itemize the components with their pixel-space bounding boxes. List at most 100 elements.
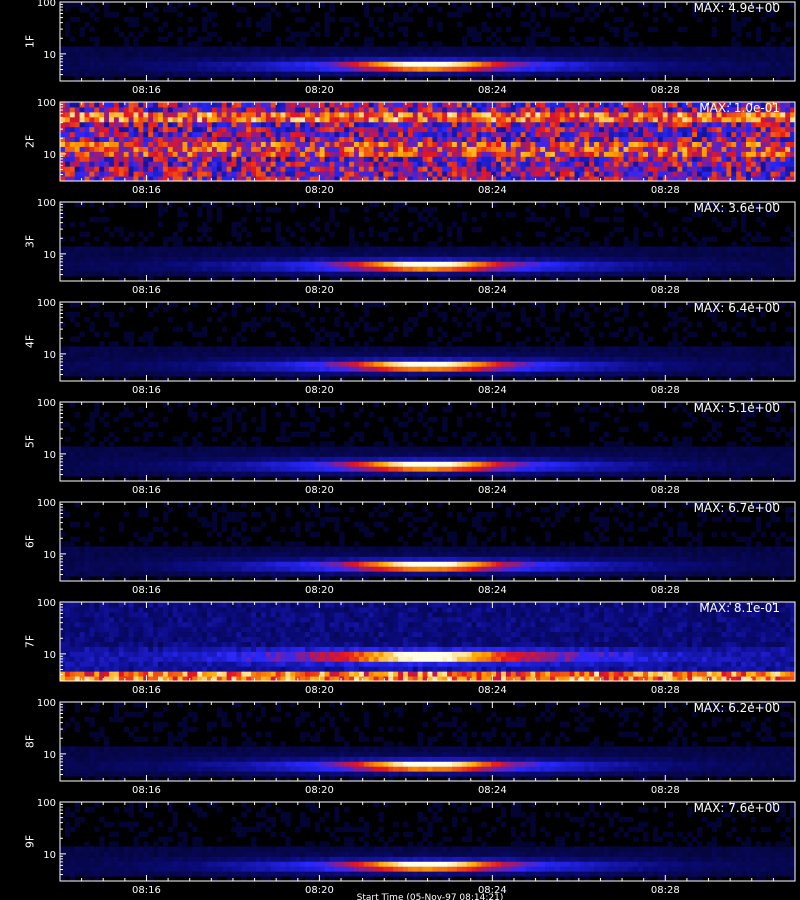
heatmap-cell bbox=[64, 246, 71, 252]
heatmap-cell bbox=[368, 121, 374, 128]
heatmap-cell bbox=[344, 16, 350, 23]
heatmap-cell bbox=[760, 61, 766, 67]
heatmap-cell bbox=[496, 271, 502, 277]
heatmap-cell bbox=[202, 171, 208, 177]
heatmap-cell bbox=[363, 76, 370, 82]
heatmap-cell bbox=[437, 176, 443, 182]
heatmap-cell bbox=[564, 251, 570, 257]
heatmap-cell bbox=[123, 236, 129, 242]
heatmap-cell bbox=[603, 131, 610, 138]
heatmap-cell bbox=[535, 121, 541, 128]
heatmap-cell bbox=[711, 131, 717, 138]
heatmap-cell bbox=[755, 102, 762, 108]
heatmap-cell bbox=[721, 266, 727, 272]
heatmap-cell bbox=[368, 136, 374, 142]
heatmap-cell bbox=[128, 136, 134, 142]
heatmap-cell bbox=[109, 171, 115, 177]
heatmap-cell bbox=[192, 161, 198, 167]
heatmap-cell bbox=[584, 266, 590, 272]
heatmap-cell bbox=[349, 126, 355, 133]
heatmap-cell bbox=[99, 61, 105, 67]
heatmap-cell bbox=[187, 246, 193, 252]
heatmap-cell bbox=[123, 156, 129, 162]
heatmap-cell bbox=[594, 61, 600, 67]
heatmap-cell bbox=[167, 246, 174, 252]
heatmap-cell bbox=[187, 126, 193, 133]
heatmap-cell bbox=[481, 151, 487, 157]
heatmap-cell bbox=[354, 111, 360, 118]
heatmap-cell bbox=[128, 231, 134, 238]
heatmap-cell bbox=[211, 131, 218, 138]
heatmap-cell bbox=[741, 106, 747, 113]
heatmap-cell bbox=[407, 176, 414, 182]
heatmap-cell bbox=[143, 261, 149, 267]
heatmap-cell bbox=[682, 61, 688, 67]
heatmap-cell bbox=[393, 161, 399, 167]
heatmap-cell bbox=[118, 76, 125, 82]
heatmap-cell bbox=[564, 111, 570, 118]
heatmap-cell bbox=[775, 26, 781, 33]
heatmap-cell bbox=[177, 131, 183, 138]
heatmap-cell bbox=[687, 46, 693, 52]
heatmap-cell bbox=[550, 271, 556, 277]
heatmap-cell bbox=[280, 246, 286, 252]
heatmap-cell bbox=[603, 51, 610, 57]
heatmap-cell bbox=[182, 256, 188, 262]
heatmap-cell bbox=[187, 146, 193, 152]
heatmap-cell bbox=[746, 141, 752, 147]
heatmap-cell bbox=[275, 246, 281, 252]
heatmap-cell bbox=[643, 151, 649, 157]
heatmap-cell bbox=[638, 116, 644, 123]
heatmap-cell bbox=[373, 106, 379, 113]
heatmap-cell bbox=[554, 146, 561, 152]
heatmap-cell bbox=[84, 171, 90, 177]
heatmap-cell bbox=[383, 111, 389, 118]
heatmap-cell bbox=[373, 246, 379, 252]
heatmap-cell bbox=[69, 156, 76, 162]
heatmap-cell bbox=[319, 266, 325, 272]
heatmap-cell bbox=[618, 151, 624, 157]
heatmap-cell bbox=[388, 266, 394, 272]
heatmap-cell bbox=[172, 102, 178, 108]
heatmap-cell bbox=[422, 171, 428, 177]
heatmap-cell bbox=[113, 271, 120, 277]
heatmap-cell bbox=[643, 46, 649, 52]
heatmap-cell bbox=[388, 151, 394, 157]
heatmap-cell bbox=[334, 261, 340, 267]
heatmap-cell bbox=[123, 151, 129, 157]
heatmap-cell bbox=[334, 121, 340, 128]
heatmap-cell bbox=[412, 116, 419, 123]
heatmap-cell bbox=[628, 246, 634, 252]
heatmap-cell bbox=[256, 71, 262, 77]
heatmap-cell bbox=[403, 61, 409, 67]
heatmap-cell bbox=[99, 256, 105, 262]
heatmap-cell bbox=[427, 66, 433, 72]
heatmap-cell bbox=[662, 131, 668, 138]
heatmap-cell bbox=[476, 141, 482, 147]
heatmap-cell bbox=[123, 136, 129, 142]
heatmap-cell bbox=[226, 131, 232, 138]
heatmap-cell bbox=[716, 261, 722, 267]
heatmap-cell bbox=[94, 131, 100, 138]
heatmap-cell bbox=[290, 71, 296, 77]
heatmap-cell bbox=[741, 166, 747, 172]
heatmap-cell bbox=[329, 106, 335, 113]
heatmap-cell bbox=[545, 136, 551, 142]
heatmap-cell bbox=[339, 36, 345, 42]
heatmap-cell bbox=[368, 141, 374, 147]
heatmap-cell bbox=[520, 71, 526, 77]
heatmap-cell bbox=[442, 256, 448, 262]
heatmap-cell bbox=[202, 261, 208, 267]
heatmap-cell bbox=[202, 156, 208, 162]
heatmap-cell bbox=[608, 66, 615, 72]
heatmap-cell bbox=[569, 102, 575, 108]
heatmap-cell bbox=[417, 256, 423, 262]
heatmap-cell bbox=[358, 102, 365, 108]
heatmap-cell bbox=[187, 66, 193, 72]
heatmap-cell bbox=[417, 161, 423, 167]
heatmap-cell bbox=[358, 166, 365, 172]
heatmap-cell bbox=[491, 116, 497, 123]
heatmap-cell bbox=[300, 136, 306, 142]
heatmap-cell bbox=[721, 271, 727, 277]
